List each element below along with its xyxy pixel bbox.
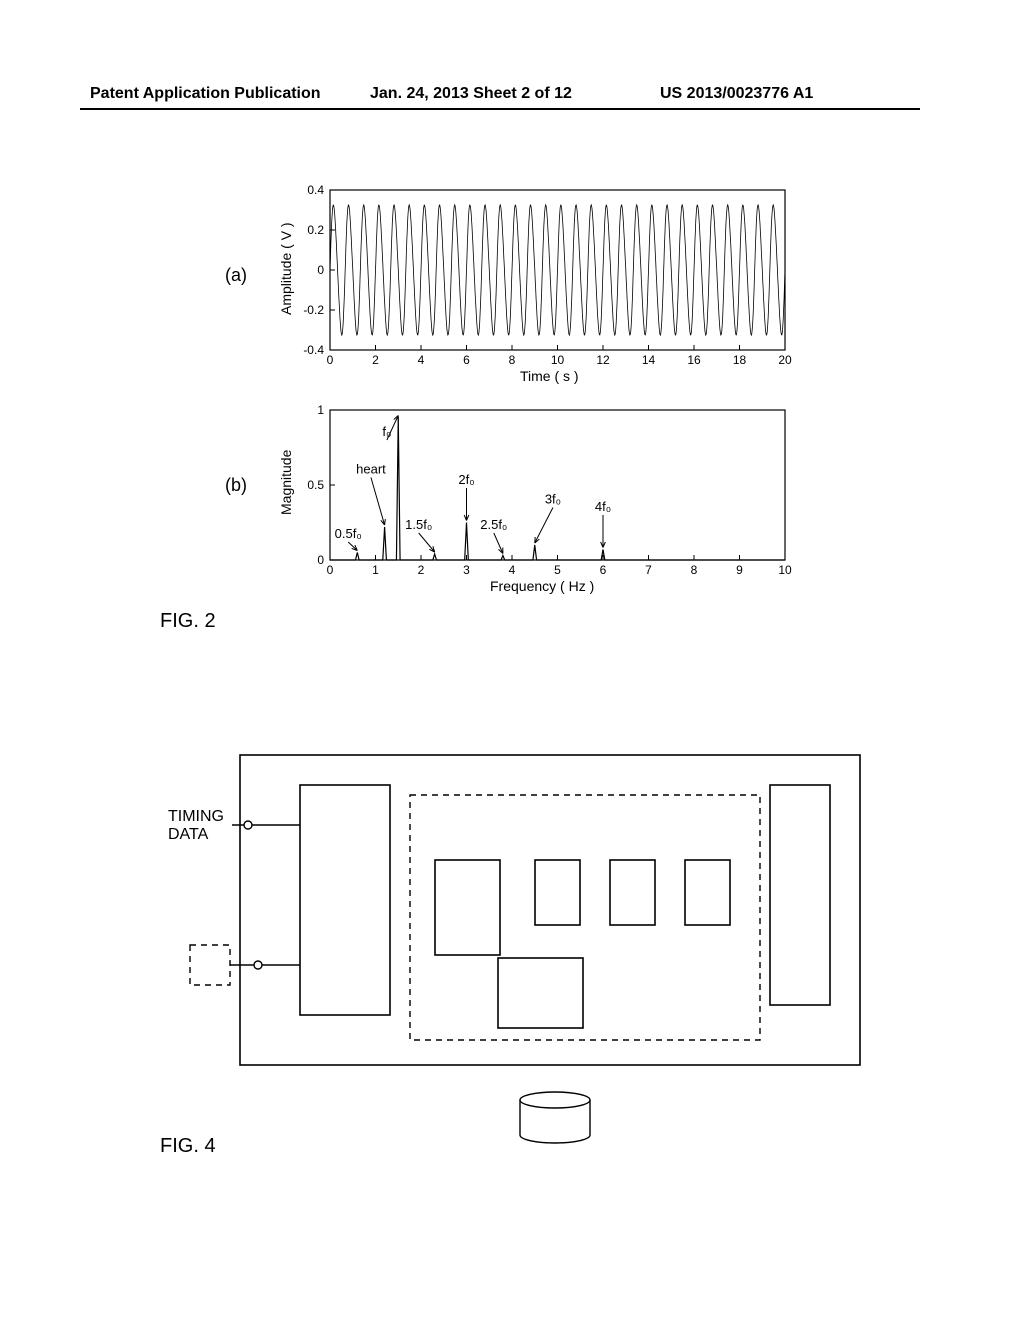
panel-a-ylabel: Amplitude ( V ) <box>278 222 294 315</box>
panel-a-tag: (a) <box>225 265 247 286</box>
svg-text:0.4: 0.4 <box>307 183 324 197</box>
svg-text:1: 1 <box>372 563 379 577</box>
timing-data-label: TIMING DATA <box>168 808 224 845</box>
svg-text:6: 6 <box>463 353 470 367</box>
header-date-sheet: Jan. 24, 2013 Sheet 2 of 12 <box>370 85 572 103</box>
svg-text:3: 3 <box>463 563 470 577</box>
svg-text:4: 4 <box>509 563 516 577</box>
svg-text:5: 5 <box>554 563 561 577</box>
svg-text:18: 18 <box>733 353 747 367</box>
svg-text:0.5: 0.5 <box>307 478 324 492</box>
svg-text:0: 0 <box>327 353 334 367</box>
svg-text:0.5f₀: 0.5f₀ <box>335 526 362 541</box>
svg-text:2: 2 <box>372 353 379 367</box>
svg-text:8: 8 <box>509 353 516 367</box>
fig2-label: FIG. 2 <box>160 610 216 633</box>
header-patent-number: US 2013/0023776 A1 <box>660 85 813 103</box>
svg-text:4: 4 <box>418 353 425 367</box>
svg-text:0: 0 <box>317 553 324 567</box>
svg-text:12: 12 <box>596 353 610 367</box>
svg-text:-0.4: -0.4 <box>303 343 324 357</box>
svg-text:0: 0 <box>327 563 334 577</box>
svg-text:20: 20 <box>778 353 792 367</box>
panel-b-tag: (b) <box>225 475 247 496</box>
svg-text:7: 7 <box>645 563 652 577</box>
svg-text:9: 9 <box>736 563 743 577</box>
panel-b-ylabel: Magnitude <box>278 450 294 515</box>
figure-2: (a) (b) Amplitude ( V ) Time ( s ) Magni… <box>0 180 1024 620</box>
svg-text:1.5f₀: 1.5f₀ <box>405 517 432 532</box>
panel-b-xlabel: Frequency ( Hz ) <box>490 578 594 594</box>
fig4-label: FIG. 4 <box>160 1135 216 1158</box>
svg-text:0: 0 <box>317 263 324 277</box>
svg-text:3f₀: 3f₀ <box>545 492 561 507</box>
svg-text:2f₀: 2f₀ <box>458 472 474 487</box>
svg-text:14: 14 <box>642 353 656 367</box>
svg-text:4f₀: 4f₀ <box>595 499 611 514</box>
svg-text:-0.2: -0.2 <box>303 303 324 317</box>
svg-text:6: 6 <box>600 563 607 577</box>
svg-text:2.5f₀: 2.5f₀ <box>480 517 507 532</box>
svg-text:0.2: 0.2 <box>307 223 324 237</box>
svg-text:f₀: f₀ <box>382 424 391 439</box>
svg-text:10: 10 <box>778 563 792 577</box>
svg-text:2: 2 <box>418 563 425 577</box>
svg-text:16: 16 <box>687 353 701 367</box>
svg-text:10: 10 <box>551 353 565 367</box>
figure-4: TIMING DATA FIG. 4 <box>0 700 1024 1160</box>
svg-text:8: 8 <box>691 563 698 577</box>
fig4-svg <box>0 700 1024 1160</box>
header-rule <box>80 108 920 110</box>
svg-text:heart: heart <box>356 462 386 477</box>
svg-text:1: 1 <box>317 403 324 417</box>
header-publication: Patent Application Publication <box>90 85 321 103</box>
fig2-svg: 02468101214161820-0.4-0.200.20.401234567… <box>0 180 1024 620</box>
panel-a-xlabel: Time ( s ) <box>520 368 579 384</box>
